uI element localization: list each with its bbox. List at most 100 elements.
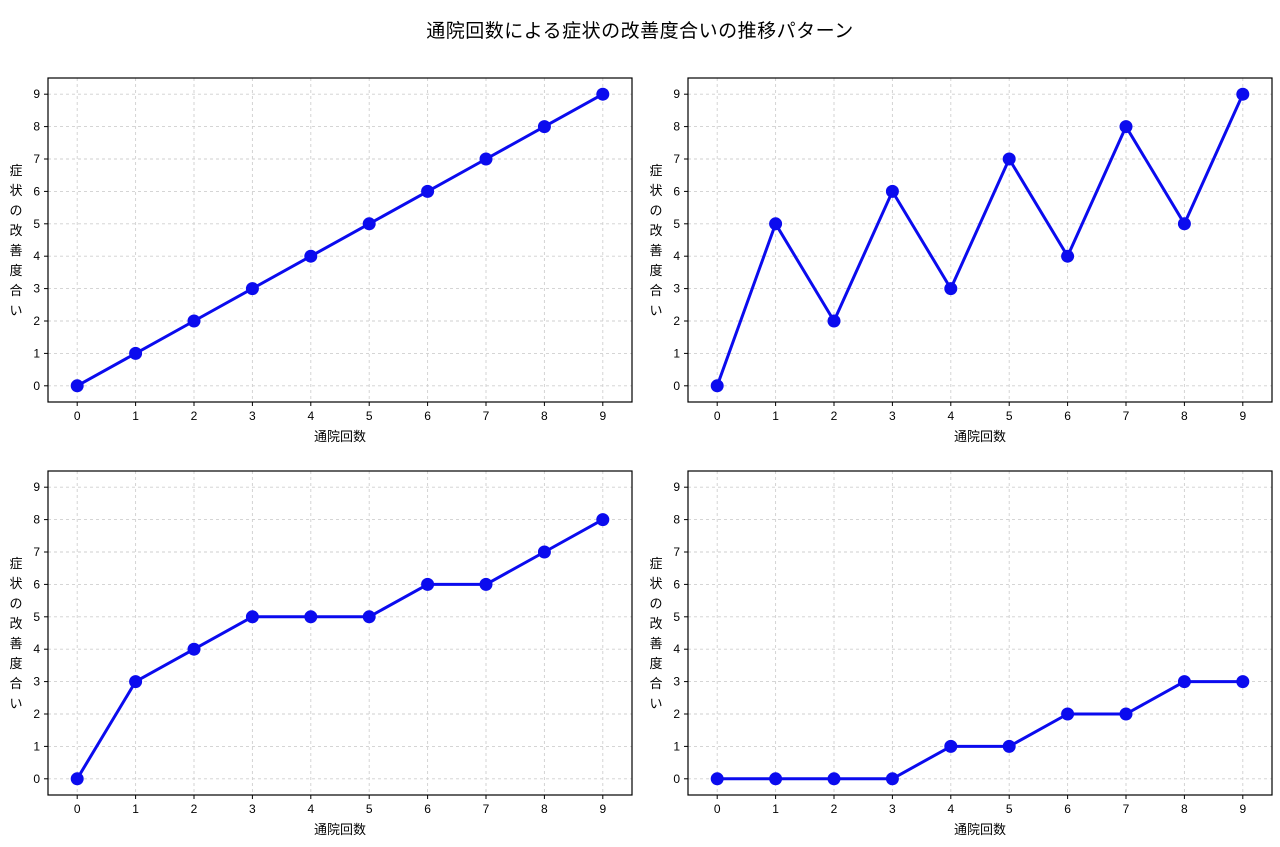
y-axis-label-char: 状	[649, 576, 662, 591]
y-axis-tick-label: 5	[673, 610, 680, 624]
line-series	[715, 680, 1245, 781]
x-axis-tick-label: 7	[483, 409, 490, 423]
y-axis-tick-label: 3	[673, 675, 680, 689]
x-axis-tick-label: 2	[831, 802, 838, 816]
x-axis-tick-label: 1	[132, 802, 139, 816]
data-point-marker	[421, 577, 435, 591]
data-point-marker	[827, 314, 841, 328]
x-axis-tick-label: 5	[366, 802, 373, 816]
y-axis-tick-label: 1	[33, 346, 40, 360]
data-point-marker	[245, 610, 259, 624]
y-axis-tick-label: 3	[33, 675, 40, 689]
x-axis-label: 通院回数	[954, 822, 1006, 837]
y-axis-label-char: 改	[649, 616, 662, 631]
x-axis-tick-label: 9	[1239, 409, 1246, 423]
y-axis-tick-label: 3	[33, 282, 40, 296]
x-axis-tick-label: 8	[1181, 802, 1188, 816]
chart-bottom-right: 0 1 2 3 4 5 6 7 8 9 0 1 2 3 4 5 6 7 8 9 通院回数 症状の改善度合い	[640, 451, 1280, 844]
x-axis-tick-label: 0	[74, 409, 81, 423]
data-point-marker	[1002, 152, 1016, 166]
data-point-marker	[1177, 675, 1191, 689]
y-axis-tick-label: 1	[673, 346, 680, 360]
chart-top-left: 0 1 2 3 4 5 6 7 8 9 0 1 2 3 4 5 6 7 8 9 通院回数 症状の改善度合い	[0, 58, 640, 451]
y-axis-label-char: 合	[649, 283, 662, 298]
y-axis-label-char: 善	[9, 243, 22, 258]
data-point-marker	[944, 282, 958, 296]
y-axis-tick-label: 9	[673, 480, 680, 494]
y-axis-tick-label: 1	[33, 739, 40, 753]
y-axis-label-char: 状	[9, 183, 22, 198]
y-axis-label-char: 症	[649, 163, 662, 178]
y-axis-label-char: の	[649, 596, 662, 611]
y-axis-label-char: の	[9, 203, 22, 218]
y-axis-tick-label: 9	[33, 480, 40, 494]
y-axis-label-char: 症	[649, 556, 662, 571]
axes-spines	[47, 77, 633, 403]
y-axis-tick-label: 6	[33, 577, 40, 591]
y-axis-tick-label: 6	[673, 184, 680, 198]
y-axis-tick-label: 7	[673, 152, 680, 166]
y-axis-label-char: 改	[9, 616, 22, 631]
line-chart: 0 1 2 3 4 5 6 7 8 9 0 1 2 3 4 5 6 7 8 9 通院回数 症状の改善度合い	[9, 470, 633, 837]
line-series	[75, 518, 605, 781]
y-axis-label-char: の	[9, 596, 22, 611]
data-point-marker	[885, 184, 899, 198]
y-axis-tick-label: 7	[33, 152, 40, 166]
line-chart: 0 1 2 3 4 5 6 7 8 9 0 1 2 3 4 5 6 7 8 9 通院回数 症状の改善度合い	[649, 77, 1273, 444]
data-point-marker	[537, 545, 551, 559]
x-axis-tick-label: 5	[366, 409, 373, 423]
x-axis-tick-label: 0	[714, 802, 721, 816]
y-axis-label-char: 度	[9, 656, 22, 671]
axes-spines	[47, 470, 633, 796]
x-axis-tick-label: 3	[249, 409, 256, 423]
x-axis-tick-label: 2	[831, 409, 838, 423]
y-axis-tick-label: 3	[673, 282, 680, 296]
data-point-marker	[129, 675, 143, 689]
x-axis-tick-label: 6	[424, 409, 431, 423]
y-axis-label-char: 症	[9, 163, 22, 178]
y-axis-label-char: 改	[649, 223, 662, 238]
x-axis-tick-label: 5	[1006, 409, 1013, 423]
y-axis-tick-label: 2	[33, 314, 40, 328]
y-axis-tick-label: 2	[33, 707, 40, 721]
y-axis-tick-label: 0	[673, 379, 680, 393]
x-axis-tick-label: 6	[424, 802, 431, 816]
y-axis-tick-label: 7	[33, 545, 40, 559]
y-axis-tick-label: 2	[673, 314, 680, 328]
x-axis-label: 通院回数	[954, 429, 1006, 444]
x-axis-tick-label: 3	[249, 802, 256, 816]
x-axis-tick-label: 2	[191, 409, 198, 423]
data-point-marker	[479, 577, 493, 591]
y-axis-label-char: 状	[649, 183, 662, 198]
data-point-marker	[1119, 120, 1133, 134]
y-axis-tick-label: 5	[33, 217, 40, 231]
x-axis-tick-label: 8	[541, 409, 548, 423]
line-series	[715, 92, 1245, 388]
line-chart: 0 1 2 3 4 5 6 7 8 9 0 1 2 3 4 5 6 7 8 9 通院回数 症状の改善度合い	[9, 77, 633, 444]
x-axis-tick-label: 5	[1006, 802, 1013, 816]
x-axis-tick-label: 3	[889, 802, 896, 816]
x-axis-tick-label: 1	[772, 802, 779, 816]
y-axis-label-char: 善	[9, 636, 22, 651]
x-axis-tick-label: 8	[541, 802, 548, 816]
x-axis-tick-label: 9	[599, 409, 606, 423]
x-axis-tick-label: 9	[599, 802, 606, 816]
data-point-marker	[1061, 249, 1075, 263]
x-axis-label: 通院回数	[314, 822, 366, 837]
data-point-marker	[885, 772, 899, 786]
y-axis-label-char: 合	[649, 676, 662, 691]
y-axis-label-char: い	[649, 696, 662, 711]
chart-top-right: 0 1 2 3 4 5 6 7 8 9 0 1 2 3 4 5 6 7 8 9 通院回数 症状の改善度合い	[640, 58, 1280, 451]
y-axis-tick-label: 2	[673, 707, 680, 721]
y-axis-tick-label: 8	[673, 120, 680, 134]
data-point-marker	[304, 249, 318, 263]
line-chart: 0 1 2 3 4 5 6 7 8 9 0 1 2 3 4 5 6 7 8 9 通院回数 症状の改善度合い	[649, 470, 1273, 837]
y-axis-label-char: 改	[9, 223, 22, 238]
y-axis-tick-label: 6	[673, 577, 680, 591]
data-point-marker	[304, 610, 318, 624]
axes-spines	[687, 77, 1273, 403]
data-point-marker	[710, 379, 724, 393]
y-axis-tick-label: 4	[33, 249, 40, 263]
y-axis-label-char: 状	[9, 576, 22, 591]
